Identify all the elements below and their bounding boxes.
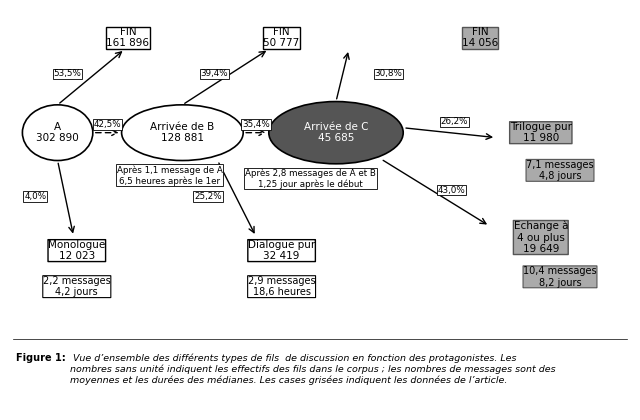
Text: 53,5%: 53,5% bbox=[53, 69, 81, 78]
Text: Monologue
12 023: Monologue 12 023 bbox=[48, 240, 106, 261]
Text: 39,4%: 39,4% bbox=[200, 69, 228, 78]
Text: 42,5%: 42,5% bbox=[93, 120, 122, 129]
Text: 25,2%: 25,2% bbox=[194, 192, 222, 201]
Text: FIN
50 777: FIN 50 777 bbox=[264, 27, 300, 48]
Text: 10,4 messages
8,2 jours: 10,4 messages 8,2 jours bbox=[523, 266, 597, 288]
Text: 2,9 messages
18,6 heures: 2,9 messages 18,6 heures bbox=[248, 276, 316, 297]
Text: Arrivée de C
45 685: Arrivée de C 45 685 bbox=[304, 122, 368, 144]
Text: Trilogue pur
11 980: Trilogue pur 11 980 bbox=[510, 122, 572, 144]
Text: 4,0%: 4,0% bbox=[24, 192, 46, 201]
Text: Figure 1:: Figure 1: bbox=[16, 354, 66, 363]
Text: Après 2,8 messages de A et B
1,25 jour après le début: Après 2,8 messages de A et B 1,25 jour a… bbox=[245, 168, 376, 189]
Ellipse shape bbox=[269, 102, 403, 164]
Text: Vue d’ensemble des différents types de fils  de discussion en fonction des prota: Vue d’ensemble des différents types de f… bbox=[70, 354, 556, 385]
Ellipse shape bbox=[22, 105, 93, 160]
Text: Après 1,1 message de A
6,5 heures après le 1er: Après 1,1 message de A 6,5 heures après … bbox=[116, 165, 223, 186]
Text: Arrivée de B
128 881: Arrivée de B 128 881 bbox=[150, 122, 214, 144]
Text: 30,8%: 30,8% bbox=[374, 69, 403, 78]
Text: 26,2%: 26,2% bbox=[441, 117, 468, 126]
Text: 2,2 messages
4,2 jours: 2,2 messages 4,2 jours bbox=[43, 276, 111, 297]
Text: Echange à
4 ou plus
19 649: Echange à 4 ou plus 19 649 bbox=[513, 220, 568, 255]
Text: A
302 890: A 302 890 bbox=[36, 122, 79, 144]
Text: 35,4%: 35,4% bbox=[242, 120, 270, 129]
Text: 7,1 messages
4,8 jours: 7,1 messages 4,8 jours bbox=[526, 160, 594, 181]
Text: FIN
14 056: FIN 14 056 bbox=[462, 27, 498, 48]
Text: FIN
161 896: FIN 161 896 bbox=[106, 27, 150, 48]
Text: 43,0%: 43,0% bbox=[437, 186, 465, 194]
Text: Dialogue pur
32 419: Dialogue pur 32 419 bbox=[248, 240, 316, 261]
Ellipse shape bbox=[122, 105, 243, 160]
